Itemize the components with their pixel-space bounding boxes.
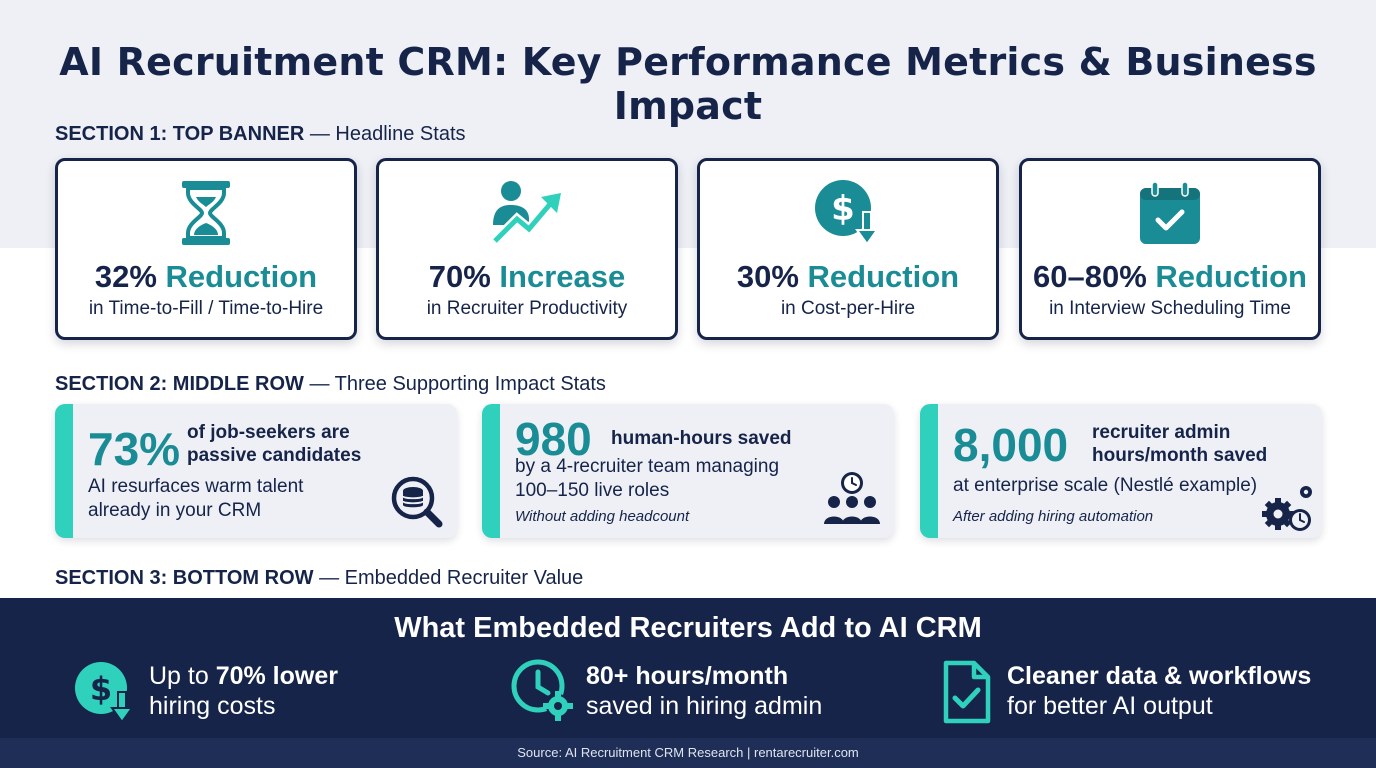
clock-gear-icon xyxy=(511,659,573,721)
impact-card-passive-candidates: 73% of job-seekers are passive candidate… xyxy=(55,404,457,538)
stat-subtitle: in Interview Scheduling Time xyxy=(1049,298,1291,319)
stat-subtitle: in Time-to-Fill / Time-to-Hire xyxy=(88,298,324,319)
impact-heading-line1: human-hours saved xyxy=(611,428,792,449)
benefit-bold: Cleaner data & workflows xyxy=(1007,662,1312,690)
section-3-label: SECTION 3: BOTTOM ROW — Embedded Recruit… xyxy=(55,567,583,590)
accent-bar xyxy=(920,404,938,538)
benefit-bold: 80+ hours/month xyxy=(586,662,789,690)
svg-text:$: $ xyxy=(90,670,112,708)
stat-number: 70% xyxy=(428,259,491,294)
impact-card-human-hours: 980 human-hours saved by a 4-recruiter t… xyxy=(482,404,894,538)
stat-word: Reduction xyxy=(165,259,318,294)
benefit-data: Cleaner data & workflows for better AI o… xyxy=(1007,661,1311,721)
section-1-label: SECTION 1: TOP BANNER — Headline Stats xyxy=(55,123,466,146)
gears-clock-icon xyxy=(1262,486,1312,531)
impact-note: Without adding headcount xyxy=(515,508,690,525)
impact-heading-line1: recruiter admin xyxy=(1092,422,1231,443)
dollar-down-icon: $ xyxy=(75,662,134,724)
section-2-desc: — Three Supporting Impact Stats xyxy=(309,373,606,395)
impact-heading-line1: of job-seekers are xyxy=(187,422,350,443)
benefit-line2: hiring costs xyxy=(149,692,276,720)
benefit-bold: 70% lower xyxy=(215,662,338,690)
stat-number: 60–80% xyxy=(1033,259,1147,294)
section-3-desc: — Embedded Recruiter Value xyxy=(319,567,584,589)
stat-number: 32% xyxy=(94,259,157,294)
stat-card-scheduling: 60–80% Reduction in Interview Scheduling… xyxy=(1019,158,1321,340)
impact-card-admin-hours: 8,000 recruiter admin hours/month saved … xyxy=(920,404,1322,538)
stat-card-time-to-fill: 32% Reduction in Time-to-Fill / Time-to-… xyxy=(55,158,357,340)
section-2-title: SECTION 2: MIDDLE ROW xyxy=(55,373,304,395)
source-footer: Source: AI Recruitment CRM Research | re… xyxy=(0,738,1376,768)
section-1-desc: — Headline Stats xyxy=(309,123,466,145)
impact-number: 8,000 xyxy=(953,419,1069,471)
section-2-label: SECTION 2: MIDDLE ROW — Three Supporting… xyxy=(55,373,606,396)
impact-text-line2: 100–150 live roles xyxy=(515,480,670,501)
document-check-icon xyxy=(943,660,991,724)
impact-heading-line2: hours/month saved xyxy=(1092,445,1268,466)
stat-word: Increase xyxy=(499,259,626,294)
stat-card-cost-per-hire: $ 30% Reduction in Cost-per-Hire xyxy=(697,158,999,340)
svg-text:$: $ xyxy=(831,189,855,229)
stat-headline: 30% Reduction xyxy=(700,259,996,295)
bottom-title: What Embedded Recruiters Add to AI CRM xyxy=(394,612,982,644)
stat-number: 30% xyxy=(736,259,799,294)
team-clock-icon xyxy=(824,472,880,524)
impact-text-line2: already in your CRM xyxy=(88,500,262,521)
section-1-title: SECTION 1: TOP BANNER xyxy=(55,123,305,145)
benefit-cost: Up to 70% lower hiring costs xyxy=(149,661,338,721)
database-search-icon xyxy=(391,476,443,528)
accent-bar xyxy=(55,404,73,538)
benefit-prefix: Up to xyxy=(149,662,216,690)
impact-number: 73% xyxy=(88,423,181,475)
stat-word: Reduction xyxy=(807,259,960,294)
stat-card-productivity: 70% Increase in Recruiter Productivity xyxy=(376,158,678,340)
calendar-check-icon xyxy=(1140,181,1200,244)
stat-subtitle: in Recruiter Productivity xyxy=(426,298,628,319)
stat-headline: 60–80% Reduction xyxy=(1022,259,1318,295)
section-3-title: SECTION 3: BOTTOM ROW xyxy=(55,567,314,589)
page-title: AI Recruitment CRM: Key Performance Metr… xyxy=(59,40,1317,128)
impact-heading-line2: passive candidates xyxy=(187,445,362,466)
benefit-hours: 80+ hours/month saved in hiring admin xyxy=(586,661,822,721)
impact-text-line1: by a 4-recruiter team managing xyxy=(515,456,780,477)
hourglass-icon xyxy=(182,181,230,245)
stat-headline: 32% Reduction xyxy=(58,259,354,295)
impact-note: After adding hiring automation xyxy=(953,508,1154,525)
impact-number: 980 xyxy=(515,413,592,465)
benefit-line2: saved in hiring admin xyxy=(586,692,823,720)
impact-text-line1: AI resurfaces warm talent xyxy=(88,476,304,497)
stat-word: Reduction xyxy=(1155,259,1307,294)
accent-bar xyxy=(482,404,500,538)
stat-subtitle: in Cost-per-Hire xyxy=(780,298,916,319)
dollar-down-icon: $ xyxy=(815,180,879,246)
benefit-line2: for better AI output xyxy=(1007,692,1213,720)
impact-text-line1: at enterprise scale (Nestlé example) xyxy=(953,475,1258,496)
stat-headline: 70% Increase xyxy=(379,259,675,295)
productivity-arrow-icon xyxy=(491,181,561,245)
